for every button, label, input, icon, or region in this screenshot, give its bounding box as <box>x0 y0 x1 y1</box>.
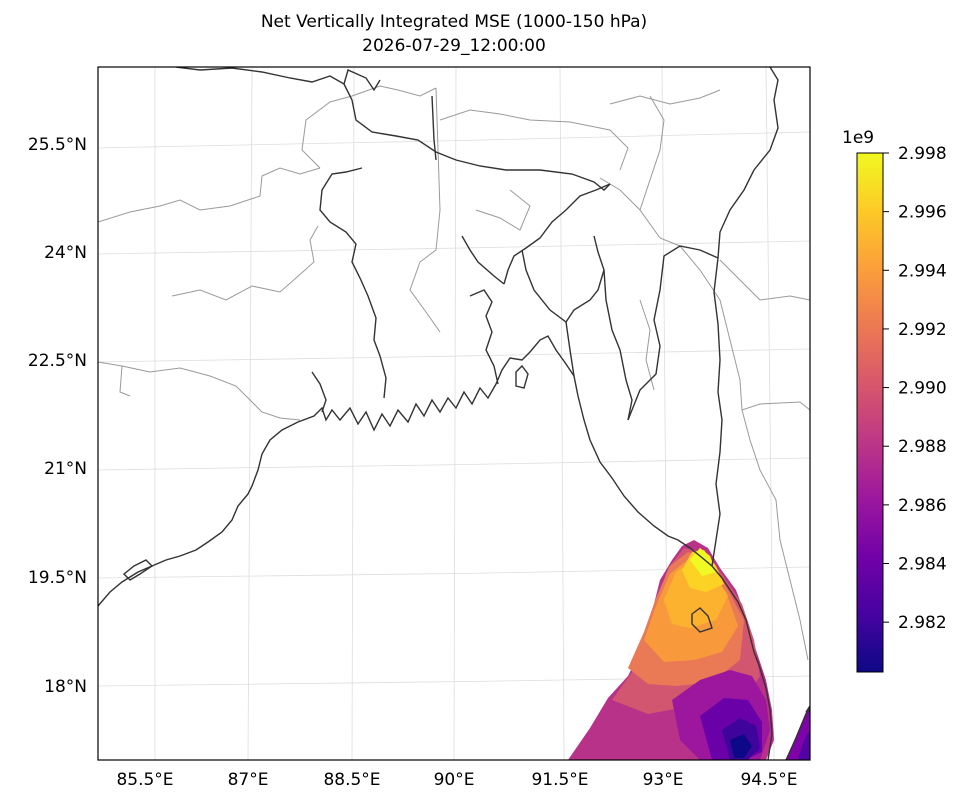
colorbar-tick-label: 2.990 <box>898 379 947 399</box>
lon-tick-label: 87°E <box>228 770 269 790</box>
lon-tick-label: 93°E <box>643 770 684 790</box>
map-area <box>98 67 810 760</box>
colorbar-tick-label: 2.982 <box>898 613 947 633</box>
chart-title: Net Vertically Integrated MSE (1000-150 … <box>260 12 648 32</box>
colorbar-tick-label: 2.998 <box>898 144 947 164</box>
chart-subtitle-timestamp: 2026-07-29_12:00:00 <box>362 36 546 56</box>
colorbar-tick-label: 2.994 <box>898 261 947 281</box>
lat-tick-label: 25.5°N <box>28 135 87 155</box>
coastline-and-country-borders <box>98 67 810 760</box>
lon-tick-label: 94.5°E <box>740 770 797 790</box>
lon-tick-label: 88.5°E <box>323 770 380 790</box>
latitude-ticks: 25.5°N 24°N 22.5°N 21°N 19.5°N 18°N <box>28 135 87 697</box>
lat-tick-label: 22.5°N <box>28 351 87 371</box>
lon-tick-label: 91.5°E <box>531 770 588 790</box>
colorbar-tick-label: 2.996 <box>898 203 947 223</box>
lon-tick-label: 90°E <box>434 770 475 790</box>
colorbar-tick-label: 2.984 <box>898 555 947 575</box>
colorbar-ticks: 2.998 2.996 2.994 2.992 2.990 2.988 2.986 2.984… <box>883 144 947 633</box>
colorbar-tick-label: 2.992 <box>898 320 947 340</box>
lon-tick-label: 85.5°E <box>116 770 173 790</box>
map-frame <box>97 66 811 761</box>
lat-tick-label: 18°N <box>44 677 87 697</box>
lat-tick-label: 24°N <box>44 243 87 263</box>
colorbar-tick-label: 2.986 <box>898 496 947 516</box>
colorbar-tick-label: 2.988 <box>898 437 947 457</box>
lat-tick-label: 21°N <box>44 459 87 479</box>
colorbar: 2.998 2.996 2.994 2.992 2.990 2.988 2.986 2.984… <box>856 144 947 673</box>
colorbar-exponent-label: 1e9 <box>842 128 875 148</box>
longitude-ticks: 85.5°E 87°E 88.5°E 90°E 91.5°E 93°E 94.5… <box>116 770 797 790</box>
state-borders <box>98 85 810 661</box>
lat-tick-label: 19.5°N <box>28 568 87 588</box>
colorbar-gradient <box>856 152 884 673</box>
mse-field <box>568 540 810 760</box>
